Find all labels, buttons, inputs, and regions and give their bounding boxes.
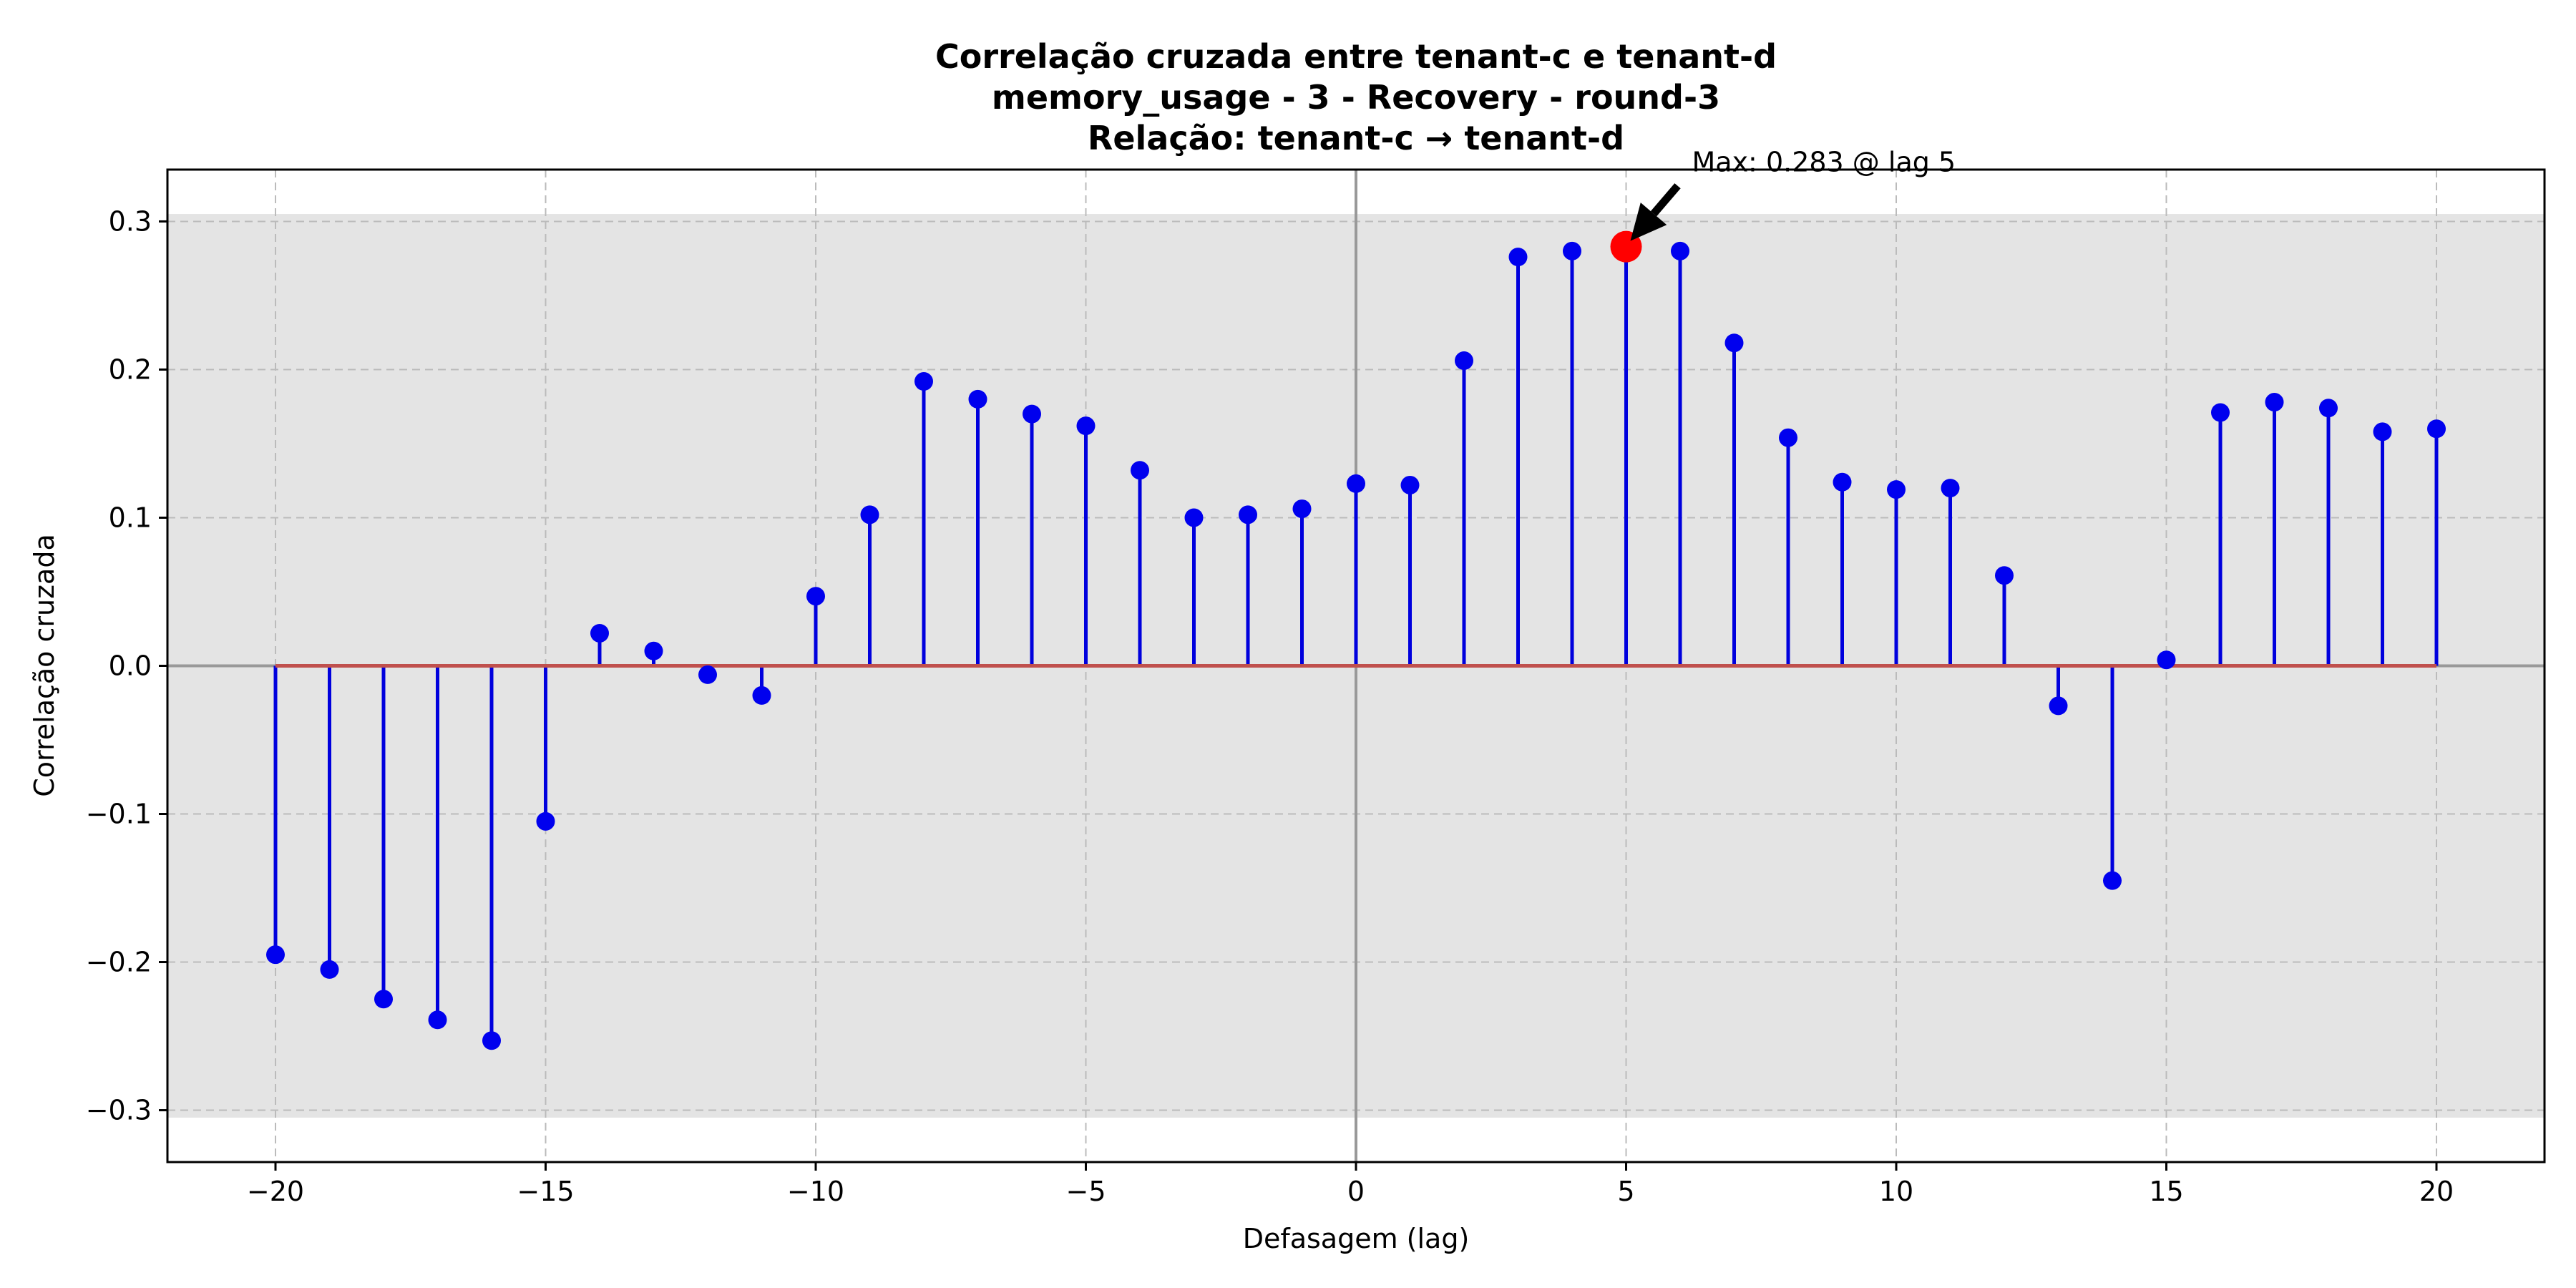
stem-marker [1131, 461, 1149, 480]
plot-area: Max: 0.283 @ lag 5 −20 −15 −10 −5 0 5 10 15 20 −0.… [86, 147, 2546, 1207]
y-tick-label: −0.3 [86, 1095, 152, 1126]
x-axis-label: Defasagem (lag) [1243, 1223, 1470, 1254]
stem-marker [1779, 428, 1797, 447]
x-tick-label: −10 [787, 1176, 844, 1207]
chart-title: Correlação cruzada entre tenant-c e tena… [935, 37, 1777, 76]
stem-marker [2157, 650, 2176, 670]
y-tick-label: 0.2 [109, 353, 152, 385]
x-tick-label: −5 [1065, 1176, 1106, 1207]
stem-marker [2049, 696, 2068, 716]
y-axis-label: Correlação cruzada [29, 534, 60, 797]
stem-marker [2319, 399, 2338, 418]
stem-marker [1023, 404, 1041, 424]
stem-marker [1455, 351, 1473, 371]
x-tick-label: 5 [1617, 1176, 1634, 1207]
annotation-arrow-shaft [1650, 183, 1681, 217]
stem-marker [860, 505, 879, 525]
stem-marker [2265, 393, 2284, 412]
x-tick-label: 20 [2419, 1176, 2454, 1207]
stem-marker [2103, 871, 2122, 890]
stem-marker [1076, 416, 1096, 436]
stem-marker [1671, 241, 1689, 260]
stem-marker [752, 686, 771, 705]
y-tick-label: −0.1 [86, 799, 152, 830]
chart-subtitle: memory_usage - 3 - Recovery - round-3 [992, 78, 1720, 117]
stem-marker [698, 665, 717, 684]
stem-marker [1887, 480, 1906, 499]
stem-marker [1400, 475, 1420, 494]
stem-marker [320, 960, 339, 979]
max-annotation-label: Max: 0.283 @ lag 5 [1692, 147, 1956, 178]
stem-marker [2373, 422, 2392, 441]
y-tick-label: 0.1 [109, 502, 152, 533]
stem-marker [590, 623, 609, 643]
annotation-arrow-head [1630, 203, 1667, 241]
stem-marker [1941, 479, 1960, 498]
stem-marker [1724, 333, 1744, 353]
stem-marker [2427, 419, 2446, 439]
stem-marker [1508, 248, 1528, 267]
x-tick-label: 0 [1347, 1176, 1365, 1207]
stem-marker [644, 641, 663, 660]
stem-marker [1995, 566, 2014, 585]
y-tick-label: −0.2 [86, 947, 152, 978]
x-tick-label: −15 [517, 1176, 574, 1207]
stem-marker [536, 811, 555, 831]
y-tick-label: 0.3 [109, 205, 152, 237]
stem-marker [968, 389, 987, 409]
stem-marker [1239, 505, 1257, 525]
stem-marker [374, 990, 393, 1009]
stem-marker [1292, 499, 1312, 519]
stem-marker [482, 1031, 501, 1050]
stem-marker [2211, 403, 2230, 422]
stem-marker [266, 945, 285, 965]
stem-marker [428, 1010, 447, 1030]
x-tick-label: 15 [2149, 1176, 2183, 1207]
y-tick-label: 0.0 [109, 650, 152, 682]
stem-marker [1347, 474, 1365, 493]
x-tick-label: −20 [247, 1176, 304, 1207]
stem-marker [914, 372, 933, 391]
stem-marker [1563, 241, 1581, 260]
stem-marker [1833, 472, 1852, 492]
stem-marker [806, 587, 825, 606]
stem-marker [1184, 508, 1204, 527]
x-tick-label: 10 [1879, 1176, 1913, 1207]
chart-subtitle-relation: Relação: tenant-c → tenant-d [1088, 119, 1624, 157]
